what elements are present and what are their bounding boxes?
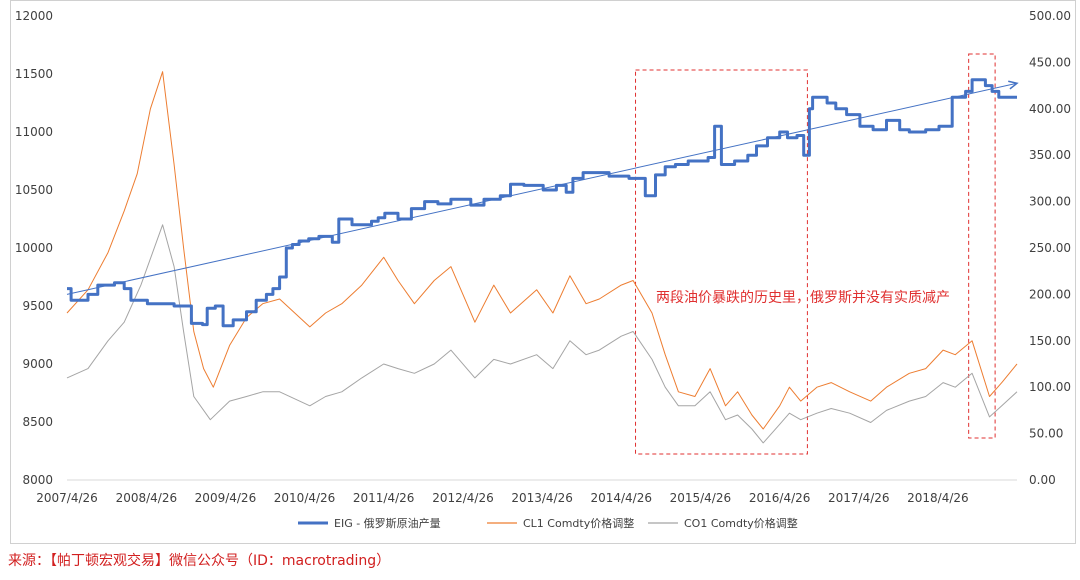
annotation-text: 两段油价暴跌的历史里，俄罗斯并没有实质减产: [656, 290, 950, 306]
y-right-tick-label: 350.00: [1029, 148, 1071, 162]
x-tick-label: 2011/4/26: [353, 491, 415, 505]
legend-label: CL1 Comdty价格调整: [523, 516, 634, 530]
y-left-tick-label: 9000: [22, 357, 53, 371]
y-left-tick-label: 8000: [22, 473, 53, 487]
legend-label: CO1 Comdty价格调整: [684, 516, 798, 530]
y-right-tick-label: 450.00: [1029, 55, 1071, 69]
y-right-tick-label: 100.00: [1029, 380, 1071, 394]
y-right-tick-label: 200.00: [1029, 287, 1071, 301]
y-right-tick-label: 400.00: [1029, 102, 1071, 116]
x-tick-label: 2007/4/26: [36, 491, 98, 505]
highlight-box: [968, 53, 996, 439]
x-tick-label: 2008/4/26: [116, 491, 178, 505]
y-left-tick-label: 10500: [15, 183, 53, 197]
y-right-tick-label: 150.00: [1029, 334, 1071, 348]
y-right-tick-label: 0.00: [1029, 473, 1056, 487]
trendline: [66, 82, 1018, 295]
legend-label: EIG - 俄罗斯原油产量: [334, 516, 441, 530]
x-tick-label: 2010/4/26: [274, 491, 336, 505]
source-note: 来源：【帕丁顿宏观交易】微信公众号（ID：macrotrading）: [8, 553, 391, 569]
trendline-arrow: [1008, 80, 1019, 90]
x-tick-label: 2017/4/26: [828, 491, 890, 505]
chart-frame: [10, 0, 1076, 544]
y-left-tick-label: 10000: [15, 241, 53, 255]
series-line: [66, 71, 1018, 430]
x-tick-label: 2018/4/26: [907, 491, 969, 505]
y-left-tick-label: 9500: [22, 299, 53, 313]
series-line: [66, 224, 1018, 444]
y-right-tick-label: 300.00: [1029, 195, 1071, 209]
x-tick-label: 2014/4/26: [590, 491, 652, 505]
y-left-tick-label: 11500: [15, 67, 53, 81]
x-tick-label: 2015/4/26: [670, 491, 732, 505]
y-right-tick-label: 500.00: [1029, 9, 1071, 23]
x-tick-label: 2016/4/26: [749, 491, 811, 505]
x-tick-label: 2009/4/26: [195, 491, 257, 505]
y-left-tick-label: 12000: [15, 9, 53, 23]
y-right-tick-label: 250.00: [1029, 241, 1071, 255]
y-right-tick-label: 50.00: [1029, 427, 1063, 441]
x-tick-label: 2013/4/26: [511, 491, 573, 505]
y-left-tick-label: 8500: [22, 415, 53, 429]
y-left-tick-label: 11000: [15, 125, 53, 139]
highlight-box: [635, 69, 808, 455]
chart: 8000 8500 9000 9500 10000 10500 11000 11500 1200…: [15, 9, 1071, 530]
series-line: [67, 78, 1017, 328]
x-tick-label: 2012/4/26: [432, 491, 494, 505]
